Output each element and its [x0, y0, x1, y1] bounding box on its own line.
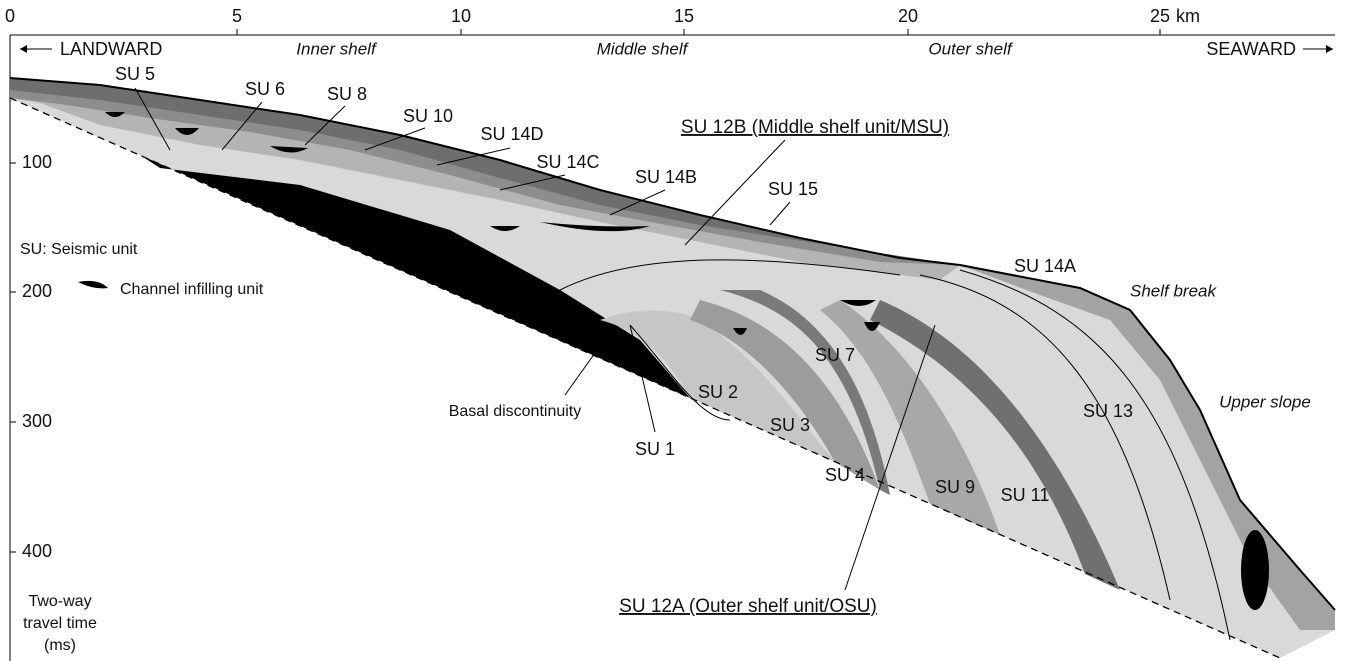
- unit-label: SU 1: [635, 439, 675, 459]
- y-tick-label: 300: [22, 411, 52, 431]
- zone-label: Inner shelf: [296, 39, 378, 58]
- legend-seismic-unit: SU: Seismic unit: [20, 241, 138, 258]
- y-tick-label: 100: [22, 152, 52, 172]
- y-axis-label: Two-way: [28, 593, 91, 610]
- x-tick-label: 5: [232, 6, 242, 26]
- x-unit: km: [1176, 6, 1200, 26]
- x-tick-label: 15: [674, 6, 694, 26]
- zone-label: Outer shelf: [928, 39, 1013, 58]
- seaward-label: SEAWARD: [1206, 39, 1296, 59]
- unit-label: SU 9: [935, 477, 975, 497]
- unit-label: SU 14B: [635, 167, 697, 187]
- unit-label: SU 6: [245, 79, 285, 99]
- unit-label: SU 15: [768, 179, 818, 199]
- zone-label: Middle shelf: [597, 39, 690, 58]
- y-axis-label: (ms): [44, 637, 76, 654]
- strata: [10, 78, 1335, 658]
- unit-label: SU 2: [698, 382, 738, 402]
- unit-label: SU 8: [327, 84, 367, 104]
- landward-label: LANDWARD: [60, 39, 162, 59]
- unit-label: SU 14D: [480, 124, 543, 144]
- unit-label: SU 13: [1083, 401, 1133, 421]
- annotation: Basal discontinuity: [449, 403, 582, 420]
- unit-label: SU 7: [815, 345, 855, 365]
- unit-label: SU 3: [770, 415, 810, 435]
- unit-label: SU 14C: [536, 152, 599, 172]
- unit-label: SU 10: [403, 106, 453, 126]
- annotation: Shelf break: [1130, 281, 1217, 300]
- unit-label: SU 5: [115, 64, 155, 84]
- annotation: Upper slope: [1219, 392, 1311, 411]
- x-tick-label: 25: [1150, 6, 1170, 26]
- y-axis-label: travel time: [23, 615, 97, 632]
- x-tick-label: 0: [5, 6, 15, 26]
- x-tick-label: 10: [451, 6, 471, 26]
- y-tick-label: 200: [22, 281, 52, 301]
- unit-label: SU 4: [825, 465, 865, 485]
- y-tick-label: 400: [22, 541, 52, 561]
- legend-channel: Channel infilling unit: [120, 281, 264, 298]
- cross-section: 0 5 10 15 20 25 km 100 200 300 400 Two-w…: [0, 0, 1345, 661]
- x-tick-label: 20: [898, 6, 918, 26]
- main-unit-label: SU 12B (Middle shelf unit/MSU): [681, 117, 949, 138]
- main-unit-label: SU 12A (Outer shelf unit/OSU): [619, 596, 877, 617]
- unit-label: SU 14A: [1014, 256, 1076, 276]
- unit-label: SU 11: [1001, 485, 1050, 505]
